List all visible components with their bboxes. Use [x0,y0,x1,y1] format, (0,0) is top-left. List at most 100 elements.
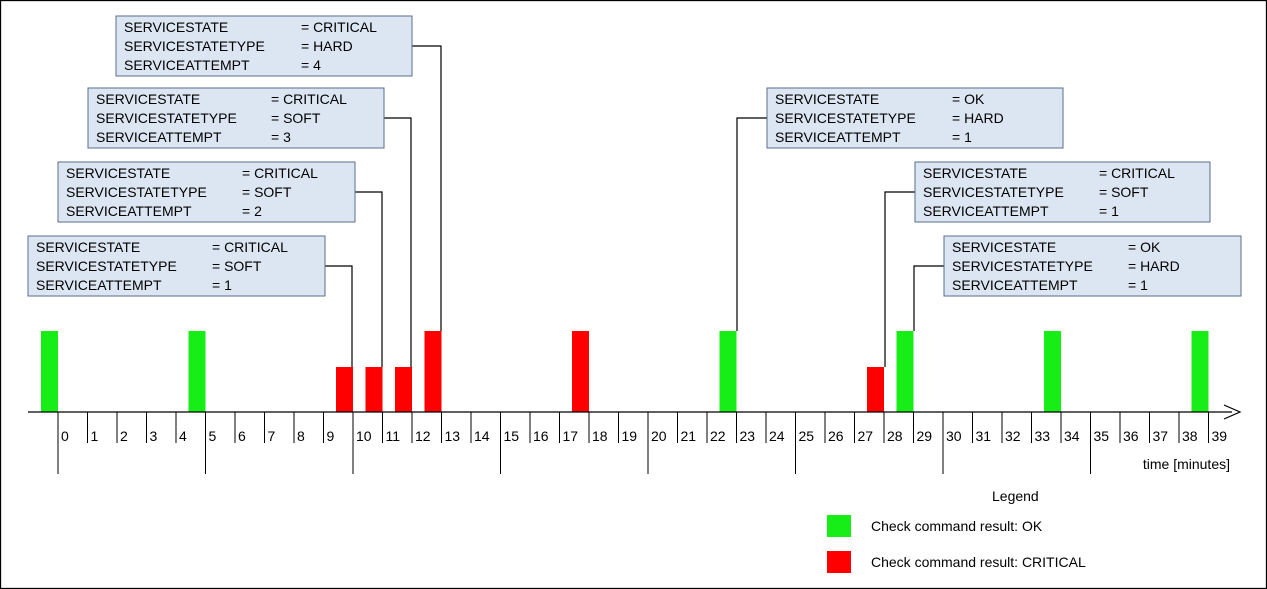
check-bar-critical-minute-10 [336,367,353,412]
state-box-minute-11: SERVICESTATE = CRITICAL SERVICESTATETYPE = … [57,161,383,367]
connector-line [355,191,383,367]
service-state-label: SERVICESTATE [36,239,140,255]
service-state-type-label: SERVICESTATETYPE [96,110,237,126]
tick-label-12: 12 [415,428,431,444]
service-state-value: = CRITICAL [212,239,288,255]
connector-line [913,265,944,331]
check-bar-ok-minute-5 [188,331,206,412]
state-box-background [766,87,1064,149]
tick-label-18: 18 [592,428,608,444]
service-attempt-label: SERVICEATTEMPT [36,277,162,293]
tick-label-3: 3 [150,428,158,444]
state-box-minute-10: SERVICESTATE = CRITICAL SERVICESTATETYPE = … [27,235,353,367]
service-state-value: = CRITICAL [301,19,377,35]
service-state-type-label: SERVICESTATETYPE [124,38,265,54]
tick-label-23: 23 [740,428,756,444]
service-attempt-value: = 4 [301,57,321,73]
tick-label-17: 17 [563,428,579,444]
service-attempt-label: SERVICEATTEMPT [775,129,901,145]
tick-label-26: 26 [828,428,844,444]
legend-swatch-critical [827,551,851,573]
service-attempt-value: = 1 [1099,203,1119,219]
legend-title: Legend [992,488,1039,504]
service-attempt-label: SERVICEATTEMPT [923,203,1049,219]
service-state-type-value: = SOFT [1099,184,1149,200]
tick-label-21: 21 [681,428,697,444]
service-state-type-label: SERVICESTATETYPE [36,258,177,274]
tick-label-27: 27 [858,428,874,444]
connector-line [384,117,412,367]
state-box-minute-12: SERVICESTATE = CRITICAL SERVICESTATETYPE = … [87,87,412,367]
tick-label-13: 13 [445,428,461,444]
axis-arrowhead [1223,404,1242,420]
check-bar-ok-minute-34 [1044,331,1061,412]
state-box-background [943,235,1242,297]
legend-swatch-ok [827,515,851,537]
tick-label-9: 9 [327,428,335,444]
state-box-background [914,161,1211,223]
tick-label-6: 6 [238,428,246,444]
tick-label-0: 0 [61,428,69,444]
tick-label-30: 30 [946,428,962,444]
tick-label-35: 35 [1094,428,1110,444]
state-box-minute-23: SERVICESTATE = OK SERVICESTATETYPE = HARD SE… [736,87,1064,331]
tick-label-4: 4 [179,428,187,444]
connector-line [736,117,767,331]
check-bar-ok-minute-29 [896,331,914,412]
service-state-type-value: = SOFT [271,110,321,126]
service-state-label: SERVICESTATE [923,165,1027,181]
service-state-value: = CRITICAL [1099,165,1175,181]
service-state-value: = OK [952,91,985,107]
state-box-background [87,87,385,149]
tick-label-25: 25 [799,428,815,444]
service-state-type-label: SERVICESTATETYPE [66,184,207,200]
check-bar-critical-minute-13 [424,331,442,412]
check-bars [41,331,1209,412]
tick-label-34: 34 [1064,428,1080,444]
service-state-type-label: SERVICESTATETYPE [952,258,1093,274]
tick-label-7: 7 [268,428,276,444]
tick-label-28: 28 [887,428,903,444]
service-state-label: SERVICESTATE [66,165,170,181]
state-box-background [27,235,326,297]
connector-line [412,45,442,331]
tick-label-10: 10 [356,428,372,444]
service-attempt-value: = 2 [242,203,262,219]
time-axis: 0 1 2 3 4 5 6 7 8 9 10 11 12 13 14 15 16 17 18 19 20 21 22 23 24… [28,404,1242,474]
tick-label-5: 5 [209,428,217,444]
tick-label-33: 33 [1035,428,1051,444]
state-boxes: SERVICESTATE = CRITICAL SERVICESTATETYPE = … [27,15,1242,367]
service-state-type-value: = HARD [952,110,1004,126]
service-attempt-value: = 1 [1128,277,1148,293]
service-state-type-value: = HARD [301,38,353,54]
service-attempt-label: SERVICEATTEMPT [96,129,222,145]
tick-label-11: 11 [386,428,401,444]
check-bar-critical-minute-12 [395,367,412,412]
check-bar-ok-minute-23 [719,331,737,412]
service-state-label: SERVICESTATE [952,239,1056,255]
tick-label-31: 31 [976,428,992,444]
tick-label-16: 16 [533,428,549,444]
service-state-type-label: SERVICESTATETYPE [775,110,916,126]
tick-label-37: 37 [1153,428,1169,444]
connector-line [325,265,353,367]
tick-label-19: 19 [622,428,638,444]
axis-title: time [minutes] [1143,456,1230,472]
connector-line [884,191,915,367]
tick-label-14: 14 [474,428,490,444]
tick-label-8: 8 [297,428,305,444]
state-box-background [57,161,356,223]
state-box-background [115,15,413,77]
service-state-type-label: SERVICESTATETYPE [923,184,1064,200]
service-state-type-value: = SOFT [242,184,292,200]
check-bar-ok-minute-39 [1191,331,1209,412]
tick-label-39: 39 [1212,428,1228,444]
check-bar-ok-minute-0 [41,331,58,412]
tick-label-20: 20 [651,428,667,444]
check-bar-critical-minute-18 [572,331,589,412]
service-state-label: SERVICESTATE [124,19,228,35]
service-attempt-label: SERVICEATTEMPT [66,203,192,219]
check-bar-critical-minute-11 [365,367,383,412]
tick-label-24: 24 [769,428,785,444]
service-attempt-value: = 1 [952,129,972,145]
